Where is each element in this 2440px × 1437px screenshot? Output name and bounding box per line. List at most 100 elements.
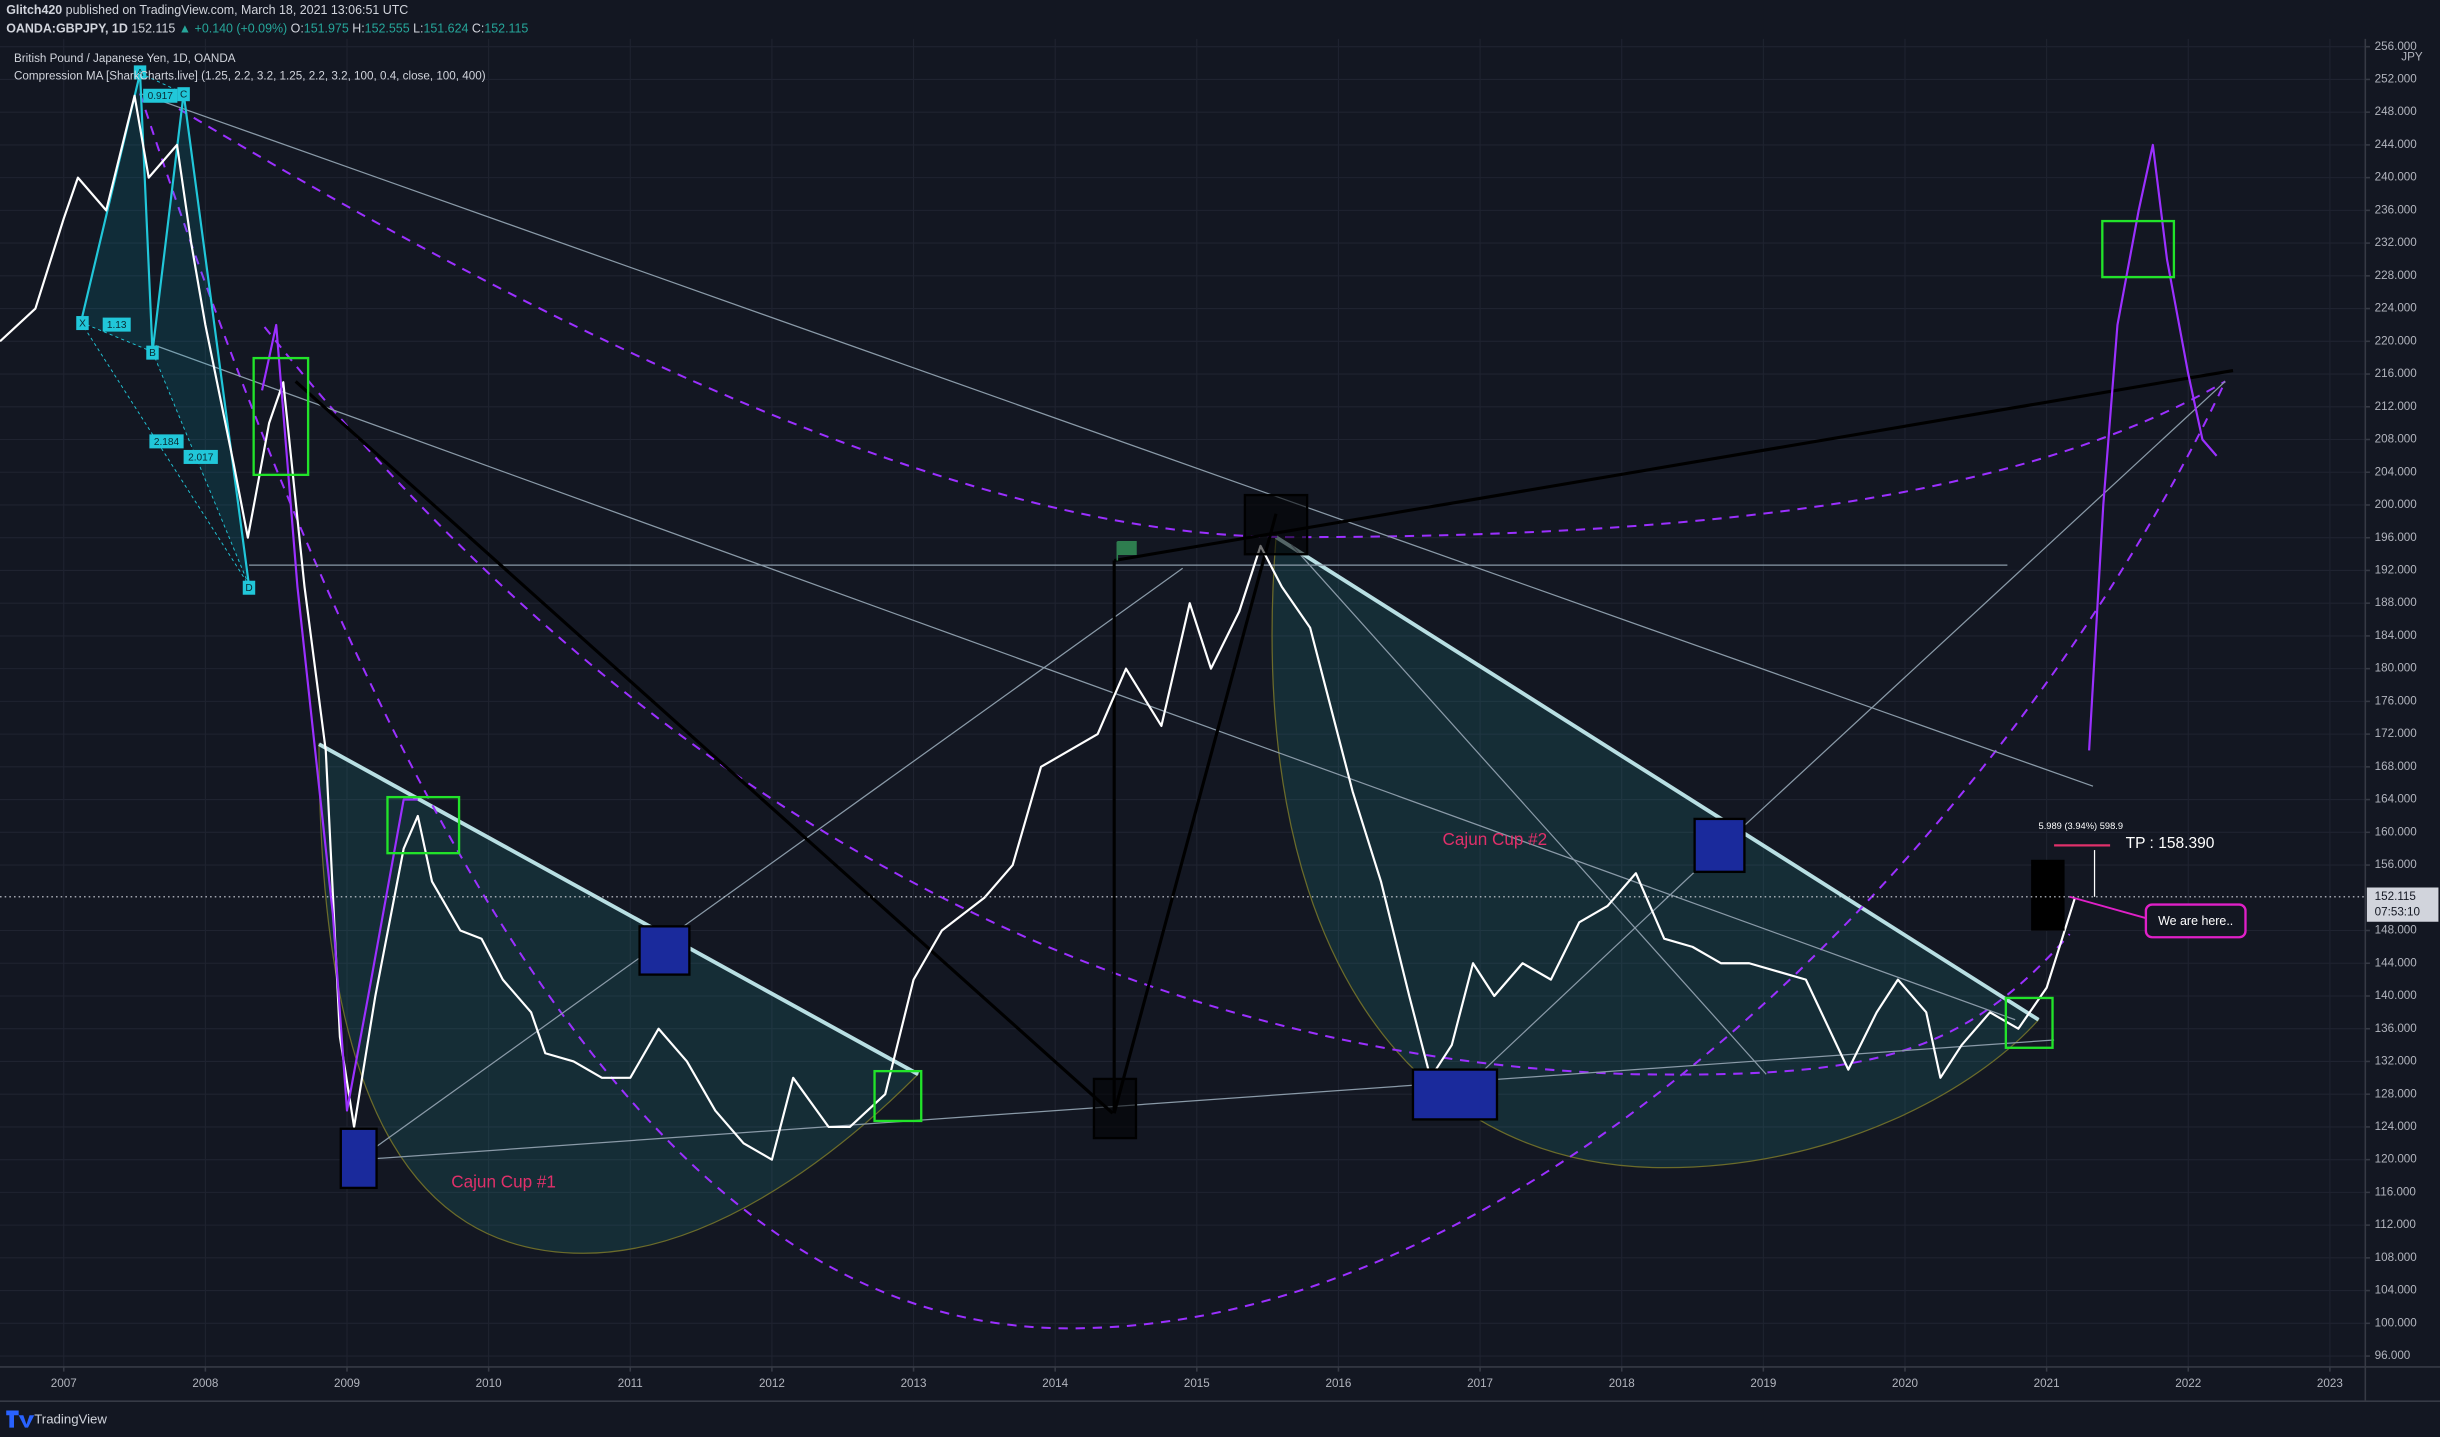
cup-rim — [1274, 535, 2040, 1022]
cup-area — [1271, 536, 2040, 1169]
y-tick-label: 140.000 — [2375, 989, 2418, 1002]
ohlc: 152.555 — [365, 22, 410, 36]
ohlc-label: O: — [291, 22, 304, 36]
pattern-label: C — [180, 90, 187, 101]
header-line: OANDA:GBPJPY, 1D 152.115 ▲ +0.140 (+0.09… — [6, 22, 528, 36]
published: published on TradingView.com, March 18, … — [66, 3, 409, 17]
ohlc: 152.115 — [484, 22, 528, 36]
flag — [1116, 541, 1137, 561]
x-tick-label: 2020 — [1892, 1377, 1918, 1390]
callout-line — [2069, 895, 2148, 920]
y-tick-label: 192.000 — [2375, 564, 2418, 577]
y-tick-label: 224.000 — [2375, 302, 2418, 315]
series — [0, 94, 2218, 1161]
chart-subtitle: Compression MA [SharkCharts.live] (1.25,… — [14, 69, 486, 82]
y-tick-label: 116.000 — [2375, 1185, 2417, 1198]
countdown: 07:53:10 — [2375, 905, 2421, 918]
trendlines — [139, 92, 2226, 1161]
x-tick-label: 2011 — [618, 1377, 643, 1390]
y-tick-label: 232.000 — [2375, 236, 2418, 249]
ohlc-label: C: — [472, 22, 484, 36]
y-tick-label: 172.000 — [2375, 727, 2418, 740]
pattern-label: B — [149, 348, 156, 359]
y-tick-label: 180.000 — [2375, 662, 2418, 675]
price-line — [260, 323, 418, 1112]
pattern-label: 1.13 — [107, 320, 127, 331]
symbol: OANDA:GBPJPY, 1D — [6, 22, 128, 36]
x-tick-label: 2012 — [759, 1377, 785, 1390]
chart-title: British Pound / Japanese Yen, 1D, OANDA — [14, 52, 236, 65]
annotation: We are here.. — [2158, 914, 2233, 928]
y-tick-label: 188.000 — [2375, 596, 2418, 609]
y-tick-label: 124.000 — [2375, 1120, 2418, 1133]
y-tick-label: 108.000 — [2375, 1251, 2418, 1264]
y-tick-label: 208.000 — [2375, 433, 2418, 446]
brand: TradingView — [34, 1411, 107, 1426]
y-tick-label: 184.000 — [2375, 629, 2418, 642]
x-tick-label: 2008 — [192, 1377, 218, 1390]
y-tick-label: 104.000 — [2375, 1284, 2418, 1297]
y-tick-label: 240.000 — [2375, 171, 2418, 184]
y-tick-label: 120.000 — [2375, 1153, 2418, 1166]
price-line — [0, 94, 2076, 1161]
y-tick-label: 176.000 — [2375, 694, 2418, 707]
x-tick-label: 2023 — [2317, 1377, 2343, 1390]
pattern-label: 2.017 — [188, 452, 214, 463]
y-tick-label: 236.000 — [2375, 203, 2418, 216]
x-tick-label: 2019 — [1750, 1377, 1776, 1390]
y-tick-label: 256.000 — [2375, 40, 2418, 53]
annotation: Cajun Cup #1 — [451, 1173, 556, 1192]
last-price-label: 152.115 — [2375, 890, 2416, 903]
pattern-label: 2.184 — [154, 437, 180, 448]
y-tick-label: 136.000 — [2375, 1022, 2418, 1035]
y-tick-label: 244.000 — [2375, 138, 2418, 151]
x-tick-label: 2007 — [51, 1377, 77, 1390]
y-tick-label: 144.000 — [2375, 956, 2418, 969]
logo — [6, 1410, 35, 1428]
y-tick-label: 252.000 — [2375, 73, 2418, 86]
y-tick-label: 168.000 — [2375, 760, 2418, 773]
x-tick-label: 2014 — [1042, 1377, 1068, 1390]
green-boxes — [252, 219, 2176, 1123]
ohlc-label: H: — [352, 22, 364, 36]
annotation: TP : 158.390 — [2126, 835, 2215, 852]
axis-unit: JPY — [2401, 51, 2423, 64]
y-tick-label: 100.000 — [2375, 1316, 2418, 1329]
x-tick-label: 2017 — [1467, 1377, 1493, 1390]
x-tick-label: 2015 — [1184, 1377, 1210, 1390]
x-tick-label: 2022 — [2175, 1377, 2201, 1390]
x-tick-label: 2013 — [901, 1377, 927, 1390]
y-tick-label: 128.000 — [2375, 1087, 2418, 1100]
pattern-label: X — [79, 319, 86, 330]
y-tick-label: 196.000 — [2375, 531, 2418, 544]
change: ▲ +0.140 (+0.09%) — [179, 22, 287, 36]
y-tick-label: 204.000 — [2375, 465, 2418, 478]
x-tick-label: 2021 — [2034, 1377, 2060, 1390]
x-tick-label: 2016 — [1325, 1377, 1351, 1390]
y-tick-label: 200.000 — [2375, 498, 2418, 511]
y-tick-label: 164.000 — [2375, 793, 2418, 806]
pattern-label: D — [245, 583, 252, 594]
y-tick-label: 248.000 — [2375, 105, 2418, 118]
harmonic-pattern — [79, 72, 251, 586]
y-tick-label: 212.000 — [2375, 400, 2418, 413]
annotation: Cajun Cup #2 — [1443, 830, 1548, 849]
axes: 96.000 100.000 104.000 108.000 112.000 116.00… — [0, 40, 2439, 1390]
y-tick-label: 112.000 — [2375, 1218, 2417, 1231]
y-tick-label: 160.000 — [2375, 825, 2418, 838]
y-tick-label: 96.000 — [2375, 1349, 2411, 1362]
pattern-labels: X A B C D 0.917 1.13 2.184 2.017 — [76, 65, 256, 595]
projection-arcs — [139, 93, 2227, 1330]
callout-box — [2144, 903, 2247, 939]
blue-boxes — [339, 817, 1746, 1190]
x-tick-label: 2009 — [334, 1377, 360, 1390]
y-tick-label: 132.000 — [2375, 1055, 2418, 1068]
x-tick-label: 2018 — [1609, 1377, 1635, 1390]
y-tick-label: 216.000 — [2375, 367, 2418, 380]
last-price-box — [2366, 887, 2439, 922]
black-boxes — [1092, 493, 2065, 1140]
y-tick-label: 156.000 — [2375, 858, 2418, 871]
pattern-label: 0.917 — [148, 91, 174, 102]
y-tick-label: 148.000 — [2375, 924, 2418, 937]
